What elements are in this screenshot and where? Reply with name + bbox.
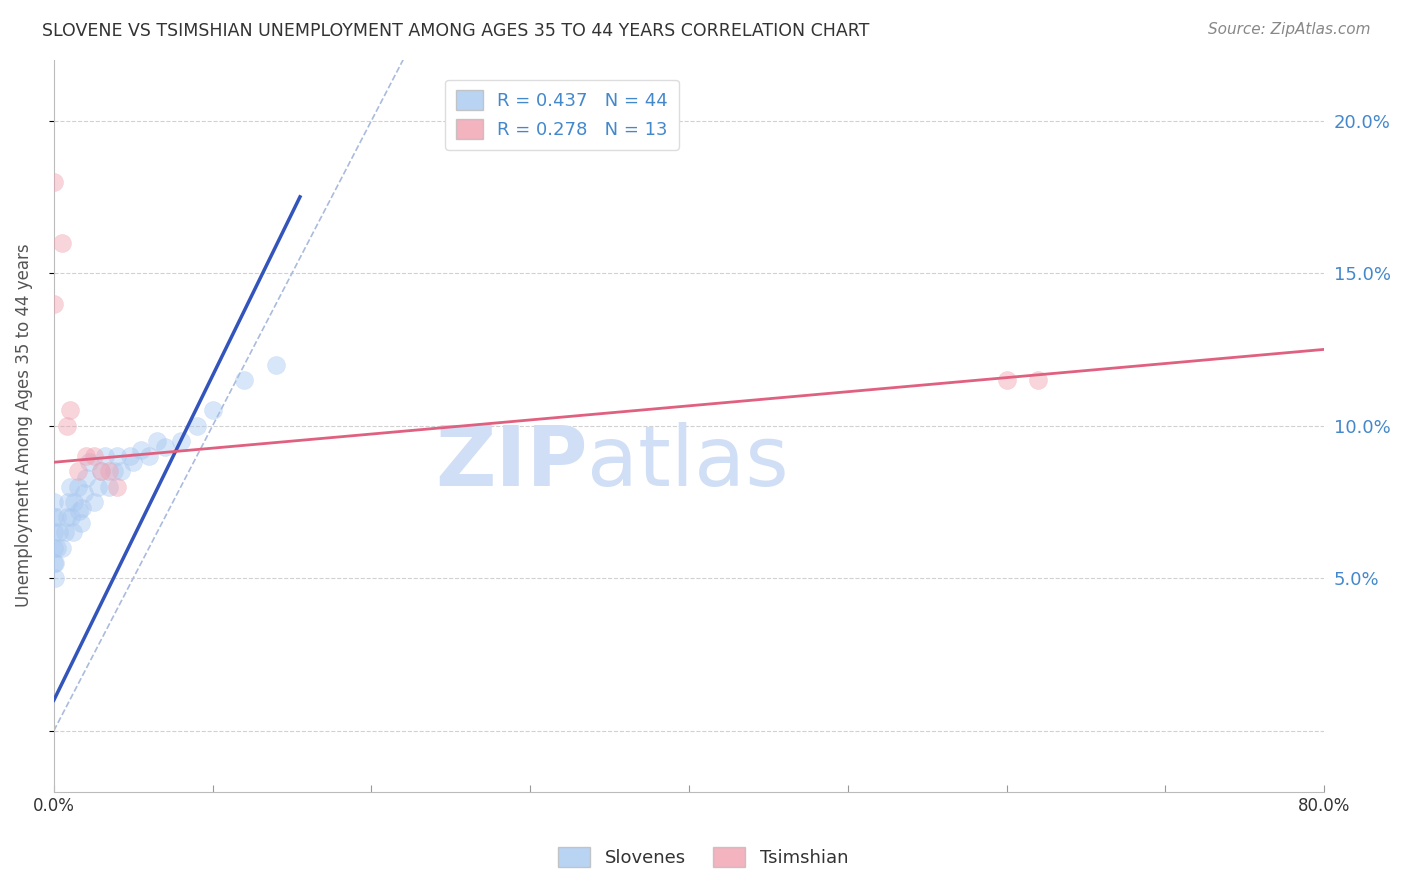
Legend: Slovenes, Tsimshian: Slovenes, Tsimshian [551,839,855,874]
Point [98,464,121,478]
Point [90,464,112,478]
Point [46,541,69,555]
Point [44,556,66,570]
Point [62,525,84,540]
Point [77,455,100,469]
Text: SLOVENE VS TSIMSHIAN UNEMPLOYMENT AMONG AGES 35 TO 44 YEARS CORRELATION CHART: SLOVENE VS TSIMSHIAN UNEMPLOYMENT AMONG … [42,22,869,40]
Point [60,510,83,524]
Point [56,495,79,509]
Text: Source: ZipAtlas.com: Source: ZipAtlas.com [1208,22,1371,37]
Point [72,501,94,516]
Point [46,510,69,524]
Point [90,464,112,478]
Point [98,480,121,494]
Y-axis label: Unemployment Among Ages 35 to 44 years: Unemployment Among Ages 35 to 44 years [15,244,32,607]
Point [170,434,193,448]
Point [55,510,77,524]
Point [129,443,152,458]
Point [153,440,176,454]
Point [59,403,82,417]
Text: atlas: atlas [588,422,789,503]
Point [87,480,110,494]
Point [42,541,65,555]
Point [122,455,145,469]
Point [69,516,91,531]
Point [105,449,128,463]
Point [93,449,115,463]
Point [42,296,65,310]
Point [55,418,77,433]
Point [51,235,73,250]
Point [186,418,208,433]
Point [995,373,1018,387]
Point [138,449,160,463]
Point [48,525,70,540]
Point [53,525,76,540]
Point [42,510,65,524]
Point [66,464,89,478]
Point [66,480,89,494]
Point [44,571,66,585]
Point [120,449,142,463]
Point [75,449,97,463]
Point [75,470,97,484]
Point [67,504,90,518]
Point [63,495,86,509]
Point [105,480,128,494]
Point [233,373,256,387]
Point [264,358,287,372]
Point [146,434,169,448]
Point [83,449,105,463]
Point [42,525,65,540]
Legend: R = 0.437   N = 44, R = 0.278   N = 13: R = 0.437 N = 44, R = 0.278 N = 13 [446,79,679,150]
Point [73,485,96,500]
Point [51,541,73,555]
Point [59,480,82,494]
Point [42,175,65,189]
Point [103,464,125,478]
Point [110,464,132,478]
Point [1028,373,1050,387]
Point [42,556,65,570]
Text: ZIP: ZIP [434,422,588,503]
Point [83,495,105,509]
Point [201,403,224,417]
Point [42,495,65,509]
